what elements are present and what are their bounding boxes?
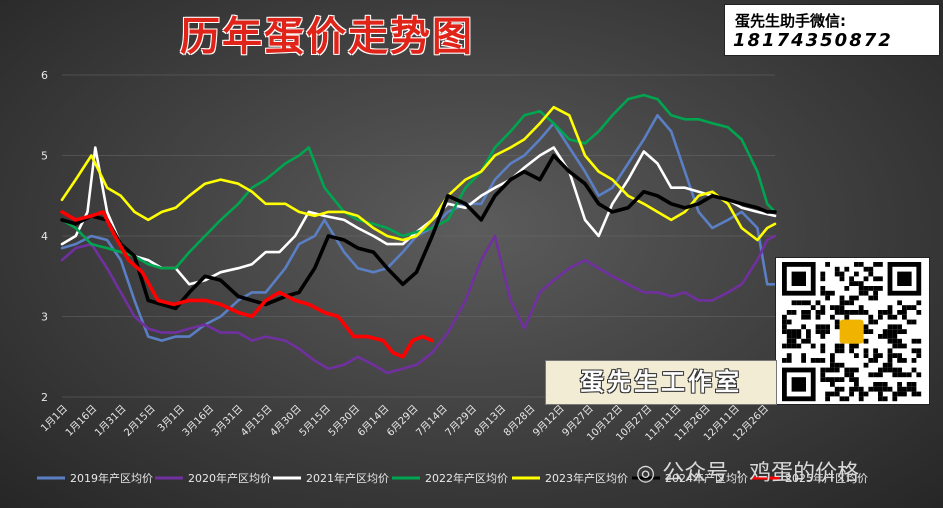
series-line-6 bbox=[60, 153, 777, 311]
legend-label: 2024年产区均价 bbox=[665, 471, 748, 485]
x-tick-label: 9月12日 bbox=[531, 403, 567, 439]
legend-label: 2019年产区均价 bbox=[70, 471, 153, 485]
x-tick-label: 8月13日 bbox=[472, 403, 508, 439]
x-tick-label: 4月15日 bbox=[238, 403, 274, 439]
studio-label: 蛋先生工作室 bbox=[545, 360, 777, 405]
y-tick-label: 4 bbox=[41, 230, 48, 243]
x-tick-label: 8月28日 bbox=[501, 403, 537, 439]
x-tick-label: 7月29日 bbox=[443, 403, 479, 439]
qr-code-icon bbox=[775, 257, 930, 405]
wechat-watermark-text: 公众号 · 鸡蛋的价格 bbox=[662, 461, 860, 486]
x-tick-label: 3月16日 bbox=[180, 403, 216, 439]
wechat-watermark: ◎ 公众号 · 鸡蛋的价格 bbox=[636, 455, 859, 487]
x-tick-label: 4月30日 bbox=[268, 403, 304, 439]
x-tick-label: 2月15日 bbox=[122, 403, 158, 439]
legend-label: 2025年产区均价 bbox=[785, 471, 868, 485]
x-tick-label: 6月14日 bbox=[355, 403, 391, 439]
y-tick-label: 6 bbox=[41, 69, 48, 82]
x-tick-label: 3月31日 bbox=[209, 403, 245, 439]
series-line-5 bbox=[60, 105, 777, 242]
x-tick-label: 1月16日 bbox=[63, 403, 99, 439]
series-line-4 bbox=[60, 93, 777, 270]
y-tick-label: 3 bbox=[41, 311, 48, 324]
series-line-7 bbox=[60, 210, 434, 359]
chart-title: 历年蛋价走势图 bbox=[180, 14, 474, 60]
legend-label: 2020年产区均价 bbox=[188, 471, 271, 485]
y-tick-label: 2 bbox=[41, 391, 48, 404]
x-tick-label: 1月31日 bbox=[92, 403, 128, 439]
series-line-2 bbox=[60, 234, 777, 375]
x-tick-label: 7月14日 bbox=[414, 403, 450, 439]
contact-number: 18174350872 bbox=[733, 30, 893, 51]
x-tick-label: 5月15日 bbox=[297, 403, 333, 439]
contact-label: 蛋先生助手微信: bbox=[735, 12, 846, 30]
x-tick-label: 5月30日 bbox=[326, 403, 362, 439]
legend-label: 2021年产区均价 bbox=[306, 471, 389, 485]
x-tick-label: 6月29日 bbox=[384, 403, 420, 439]
y-tick-label: 5 bbox=[41, 150, 48, 163]
contact-box: 蛋先生助手微信: 18174350872 bbox=[724, 4, 940, 56]
wechat-icon: ◎ bbox=[636, 461, 656, 486]
series-line-1 bbox=[60, 114, 777, 342]
legend-label: 2022年产区均价 bbox=[425, 471, 508, 485]
legend-label: 2023年产区均价 bbox=[545, 471, 628, 485]
